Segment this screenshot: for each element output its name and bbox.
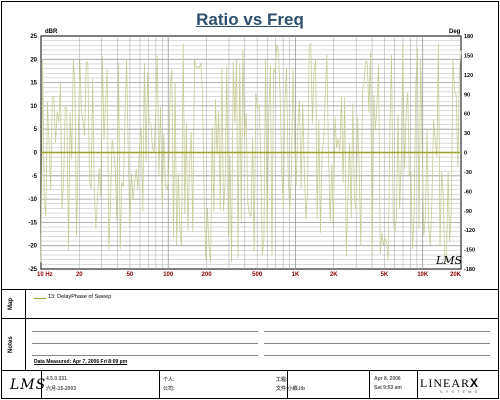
footer-date-cell: Apr 8, 2006 Sat 9:53 am [370, 371, 418, 398]
y-right-unit-label: Deg [449, 29, 461, 35]
phase-series-line [40, 42, 462, 263]
y-right-tick-label: -150 [464, 248, 475, 254]
chart-title: Ratio vs Freq [196, 10, 304, 29]
ratio-vs-freq-chart: 2520151050-5-10-15-20-251801501209060300… [28, 29, 475, 278]
y-right-tick-label: 150 [464, 53, 473, 59]
y-right-tick-label: -180 [464, 267, 475, 273]
y-left-tick-label: -10 [28, 197, 37, 203]
legend-swatch [34, 298, 46, 299]
y-right-tick-label: -30 [464, 170, 472, 176]
linearx-logo: LINEARX [420, 376, 479, 391]
y-left-tick-label: -5 [32, 174, 38, 180]
project-label: 工程: [276, 377, 288, 383]
x-tick-label: 5K [381, 272, 389, 278]
footer-version-cell: 4.5.0.331 六月-15-2003 [42, 371, 160, 398]
y-right-tick-label: 60 [464, 112, 470, 118]
note-line [32, 343, 258, 344]
print-date: Apr 8, 2006 [374, 376, 401, 382]
x-tick-label: 10 Hz [37, 272, 53, 278]
y-left-unit-label: dBR [45, 29, 58, 35]
y-left-tick-label: -20 [28, 244, 37, 250]
x-tick-label: 2K [330, 272, 338, 278]
notes-side-label: Notes [4, 319, 26, 370]
note-line [264, 343, 490, 344]
y-left-tick-label: -15 [28, 220, 37, 226]
y-left-tick-label: 15 [30, 81, 37, 87]
legend-entry: 13: DelayPhase of Sweep [48, 294, 112, 300]
lms-logo: LMS [10, 377, 47, 393]
y-right-tick-label: -120 [464, 228, 475, 234]
y-right-tick-label: 180 [464, 34, 473, 40]
x-tick-label: 100 [163, 272, 174, 278]
map-side-label: Map [4, 290, 26, 319]
x-tick-label: 1K [292, 272, 300, 278]
footer-person-cell: 个人: 公司: [160, 371, 288, 398]
linearx-logo-text: LINEAR [420, 376, 470, 390]
build-date: 六月-15-2003 [46, 386, 77, 392]
y-right-tick-label: 120 [464, 73, 473, 79]
y-left-tick-label: -25 [28, 267, 37, 273]
y-right-tick-label: 0 [464, 151, 467, 157]
note-line [264, 355, 490, 356]
print-time: Sat 9:53 am [374, 385, 402, 391]
x-tick-label: 20K [450, 272, 462, 278]
footer-project-cell: 工程: 文件:小眼.lib [276, 371, 370, 398]
x-tick-label: 10K [417, 272, 429, 278]
x-tick-label: 500 [252, 272, 263, 278]
footer-linearx-cell: LINEARX SYSTEMS [418, 371, 498, 398]
lms-watermark: LMS [436, 254, 463, 267]
x-tick-label: 50 [127, 272, 134, 278]
y-left-tick-label: 20 [30, 57, 37, 63]
map-label: Map [8, 298, 14, 310]
company-label: 公司: [163, 386, 175, 392]
y-right-tick-label: -90 [464, 209, 472, 215]
note-line [32, 355, 258, 356]
note-line [32, 331, 258, 332]
notes-label: Notes [8, 336, 14, 353]
footer-logo-cell: LMS [2, 371, 45, 398]
version: 4.5.0.331 [46, 376, 67, 382]
person-label: 个人: [163, 377, 175, 383]
y-right-tick-label: -60 [464, 189, 472, 195]
linearx-subtitle: SYSTEMS [440, 389, 481, 394]
note-line [264, 331, 490, 332]
y-left-tick-label: 5 [34, 127, 38, 133]
linearx-logo-x: X [470, 376, 480, 390]
x-tick-label: 200 [202, 272, 213, 278]
data-measured: Data Measured: Apr 7, 2006 Fri 8:09 pm [34, 359, 128, 365]
notes-section: Notes Data Measured: Apr 7, 2006 Fri 8:0… [2, 319, 498, 371]
y-left-tick-label: 10 [30, 104, 37, 110]
y-left-tick-label: 25 [30, 34, 37, 40]
footer: LMS 4.5.0.331 六月-15-2003 个人: 公司: 工程: 文件:… [2, 371, 498, 398]
file-label: 文件:小眼.lib [276, 386, 305, 392]
map-section: Map 13: DelayPhase of Sweep [2, 289, 498, 319]
x-tick-label: 20 [76, 272, 83, 278]
y-right-tick-label: 90 [464, 92, 470, 98]
y-left-tick-label: 0 [34, 151, 38, 157]
y-right-tick-label: 30 [464, 131, 470, 137]
